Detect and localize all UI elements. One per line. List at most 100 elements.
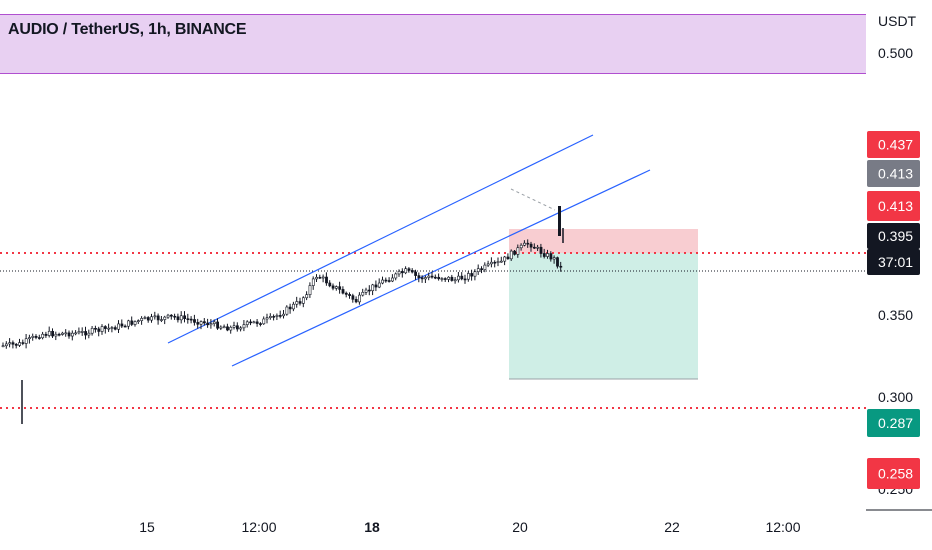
candle bbox=[206, 322, 210, 326]
price-tag-bg bbox=[867, 409, 920, 437]
candle bbox=[242, 324, 246, 329]
candle bbox=[150, 316, 154, 321]
candle bbox=[18, 342, 22, 346]
candle bbox=[325, 276, 328, 284]
candle bbox=[410, 270, 414, 273]
candle bbox=[57, 333, 61, 336]
symbol-title: AUDIO / TetherUS, 1h, BINANCE bbox=[8, 21, 247, 38]
candle bbox=[67, 332, 71, 337]
candle bbox=[453, 279, 457, 282]
price-tags: 0.437 0.413 0.413 0.395 37:01 0.287 0.258 bbox=[867, 131, 920, 489]
target-zone[interactable] bbox=[509, 253, 698, 379]
price-tag: 0.413 bbox=[878, 166, 913, 182]
price-tag: 0.287 bbox=[878, 415, 913, 431]
candle bbox=[100, 326, 104, 332]
candle bbox=[490, 261, 493, 265]
candle bbox=[199, 321, 203, 325]
candle bbox=[308, 285, 312, 295]
candle bbox=[262, 318, 266, 325]
candle bbox=[196, 322, 200, 325]
price-tag-bg bbox=[867, 249, 920, 275]
price-tick: 0.300 bbox=[878, 389, 913, 405]
time-tick: 12:00 bbox=[765, 519, 800, 535]
candle bbox=[463, 278, 467, 281]
time-axis[interactable]: 15 12:00 18 20 22 12:00 bbox=[139, 519, 801, 535]
candle bbox=[516, 247, 520, 255]
candle bbox=[21, 342, 25, 344]
candle bbox=[123, 325, 127, 328]
candle bbox=[466, 273, 470, 280]
candle bbox=[506, 256, 510, 260]
candle bbox=[440, 278, 444, 280]
candle bbox=[288, 306, 292, 310]
candle bbox=[255, 321, 259, 324]
candle bbox=[414, 271, 418, 276]
candle bbox=[1, 345, 5, 348]
candle bbox=[117, 323, 121, 330]
channel-upper[interactable] bbox=[167, 134, 594, 344]
candle bbox=[77, 331, 81, 334]
candle bbox=[460, 275, 464, 280]
candle bbox=[384, 279, 388, 282]
candle bbox=[51, 330, 55, 337]
candle bbox=[344, 292, 348, 295]
candle bbox=[173, 315, 177, 318]
candle bbox=[404, 268, 408, 274]
candle bbox=[361, 292, 365, 296]
candle bbox=[305, 294, 309, 299]
candle bbox=[443, 278, 447, 280]
price-tag-bg bbox=[867, 160, 920, 187]
candle bbox=[301, 297, 305, 304]
candle bbox=[407, 268, 411, 271]
candle bbox=[437, 276, 441, 280]
candle bbox=[226, 326, 229, 331]
candle bbox=[476, 268, 480, 272]
candle bbox=[381, 279, 385, 284]
candle bbox=[216, 321, 220, 329]
candle bbox=[236, 325, 239, 330]
position-zones bbox=[509, 229, 698, 380]
candle bbox=[209, 323, 213, 326]
candle bbox=[377, 282, 381, 288]
candle bbox=[140, 318, 144, 321]
candle bbox=[338, 286, 342, 290]
trend-channel[interactable] bbox=[167, 134, 651, 367]
candle bbox=[41, 333, 45, 339]
price-tag: 0.413 bbox=[878, 198, 913, 214]
candle bbox=[268, 316, 272, 318]
candle bbox=[183, 315, 187, 319]
candle bbox=[120, 323, 124, 327]
channel-dash bbox=[510, 188, 556, 211]
candle bbox=[232, 325, 236, 328]
candle bbox=[331, 285, 335, 289]
candle bbox=[110, 327, 114, 329]
candle bbox=[536, 246, 540, 249]
candle bbox=[394, 273, 398, 279]
candle bbox=[433, 276, 437, 279]
candle bbox=[5, 343, 8, 347]
price-tick: 0.350 bbox=[878, 307, 913, 323]
candle bbox=[84, 331, 88, 336]
candle bbox=[189, 318, 193, 321]
candle bbox=[311, 278, 315, 286]
candle bbox=[364, 289, 368, 293]
candle bbox=[160, 319, 163, 321]
candle bbox=[71, 332, 74, 337]
candle bbox=[239, 327, 243, 330]
channel-lower[interactable] bbox=[231, 169, 651, 367]
candle bbox=[219, 326, 223, 329]
time-tick: 20 bbox=[512, 519, 528, 535]
candle bbox=[519, 244, 523, 249]
candle bbox=[427, 275, 431, 278]
price-tag-bg bbox=[867, 191, 920, 221]
candle bbox=[351, 295, 355, 300]
candle bbox=[559, 265, 563, 268]
candle bbox=[295, 301, 299, 305]
candle bbox=[348, 294, 352, 296]
candle bbox=[542, 253, 546, 257]
time-tick: 22 bbox=[664, 519, 680, 535]
candle bbox=[61, 332, 64, 335]
candle bbox=[146, 317, 150, 321]
